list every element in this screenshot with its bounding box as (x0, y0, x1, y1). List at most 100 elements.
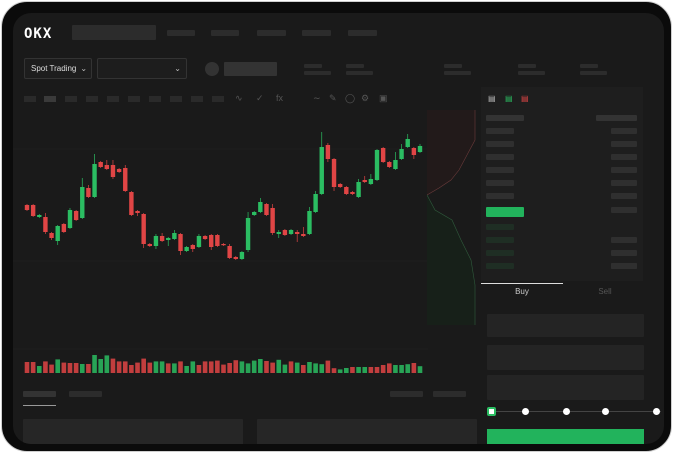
filter-button[interactable] (390, 391, 423, 397)
price-input[interactable] (487, 314, 644, 337)
candlestick-chart[interactable] (13, 109, 428, 373)
candle-down (129, 192, 134, 215)
assets-panel (257, 419, 477, 444)
candle-down (49, 233, 54, 238)
leverage-slider[interactable] (491, 411, 661, 412)
nav-item[interactable] (302, 30, 331, 36)
volume-bar (313, 363, 318, 373)
timeframe-button[interactable] (44, 96, 56, 102)
fx-icon[interactable]: fx (276, 93, 284, 103)
volume-bar (165, 363, 171, 373)
tab-open-orders[interactable] (23, 391, 56, 397)
volume-bar (331, 368, 337, 373)
ask-price (486, 167, 514, 173)
volume-bar (233, 360, 239, 373)
depth-bids (427, 195, 475, 325)
ask-price (486, 154, 514, 160)
bid-amount (611, 237, 637, 243)
timeframe-button[interactable] (149, 96, 161, 102)
volume-bar (215, 360, 220, 373)
volume-bar (325, 360, 331, 373)
candle-up (368, 179, 374, 184)
candle-down (209, 235, 214, 247)
indicator-icon[interactable]: ∿ (235, 93, 243, 103)
candle-down (73, 211, 79, 220)
pair-select[interactable]: ⌄ (97, 58, 187, 79)
volume-bar (386, 363, 392, 373)
tab-sell[interactable]: Sell (598, 287, 612, 296)
volume-bar (368, 367, 374, 373)
wave-icon[interactable]: ∼ (313, 93, 321, 103)
timeframe-button[interactable] (86, 96, 98, 102)
ask-amount (611, 128, 637, 134)
line-tool-icon[interactable]: ✓ (256, 93, 264, 103)
timeframe-button[interactable] (107, 96, 119, 102)
volume-bar (61, 362, 67, 373)
volume-bar (153, 361, 159, 373)
timeframe-button[interactable] (212, 96, 224, 102)
nav-item[interactable] (348, 30, 377, 36)
tab-order-history[interactable] (69, 391, 102, 397)
volume-bar (264, 361, 269, 373)
orderbook-asks-icon[interactable]: ▤ (521, 94, 529, 103)
circle-icon[interactable]: ◯ (345, 93, 356, 103)
candle-down (159, 236, 165, 241)
timeframe-button[interactable] (128, 96, 140, 102)
volume-bar (104, 355, 110, 373)
volume-bar (294, 362, 300, 373)
tab-buy[interactable]: Buy (515, 287, 529, 296)
settings-icon[interactable]: ⚙ (361, 93, 370, 103)
timeframe-button[interactable] (170, 96, 182, 102)
candle-down (123, 168, 128, 191)
search-bar[interactable] (72, 25, 156, 40)
volume-bar (159, 361, 165, 373)
market-type-select[interactable]: Spot Trading ⌄ (24, 58, 92, 79)
candle-down (233, 257, 238, 259)
slider-step-50[interactable] (563, 408, 570, 415)
slider-step-25[interactable] (522, 408, 529, 415)
active-tab-indicator (481, 283, 563, 284)
stat-label (444, 64, 462, 68)
timeframe-button[interactable] (24, 96, 36, 102)
orderbook-both-icon[interactable]: ▤ (488, 94, 496, 103)
nav-item[interactable] (167, 30, 195, 36)
timeframe-button[interactable] (191, 96, 203, 102)
timeframe-button[interactable] (65, 96, 77, 102)
filter-button[interactable] (433, 391, 466, 397)
volume-bar (129, 365, 134, 373)
slider-step-75[interactable] (602, 408, 609, 415)
bid-price (486, 250, 514, 256)
stat-value (580, 71, 607, 75)
expand-icon[interactable]: ▣ (379, 93, 388, 103)
pencil-icon[interactable]: ✎ (329, 93, 337, 103)
amount-input[interactable] (487, 345, 644, 370)
nav-item[interactable] (257, 30, 286, 36)
volume-bar (141, 358, 146, 373)
app-screen: OKX Spot Trading ⌄ ⌄ ∿ ✓ fx ∼ ✎ ◯ ⚙ ▣ ▤ ▤… (13, 13, 664, 444)
orderbook-header (596, 115, 637, 121)
candle-down (215, 235, 220, 246)
volume-bar (30, 362, 36, 373)
candle-up (374, 150, 380, 180)
orderbook-bids-icon[interactable]: ▤ (505, 94, 513, 103)
ask-amount (611, 141, 637, 147)
volume-bar (245, 363, 251, 373)
total-input[interactable] (487, 375, 644, 400)
slider-handle[interactable] (487, 407, 496, 416)
candle-down (411, 148, 417, 155)
ask-amount (611, 193, 637, 199)
market-type-label: Spot Trading (31, 64, 77, 73)
volume-bar (135, 362, 140, 373)
volume-bar (405, 364, 411, 373)
candle-up (276, 232, 281, 234)
volume-bar (24, 362, 30, 373)
slider-step-100[interactable] (653, 408, 660, 415)
nav-item[interactable] (211, 30, 239, 36)
stat-label (518, 64, 536, 68)
candle-up (307, 211, 312, 234)
buy-button[interactable] (487, 429, 644, 444)
okx-logo[interactable]: OKX (24, 26, 53, 42)
candle-down (362, 180, 367, 182)
volume-bar (319, 364, 325, 373)
candle-down (86, 188, 91, 197)
